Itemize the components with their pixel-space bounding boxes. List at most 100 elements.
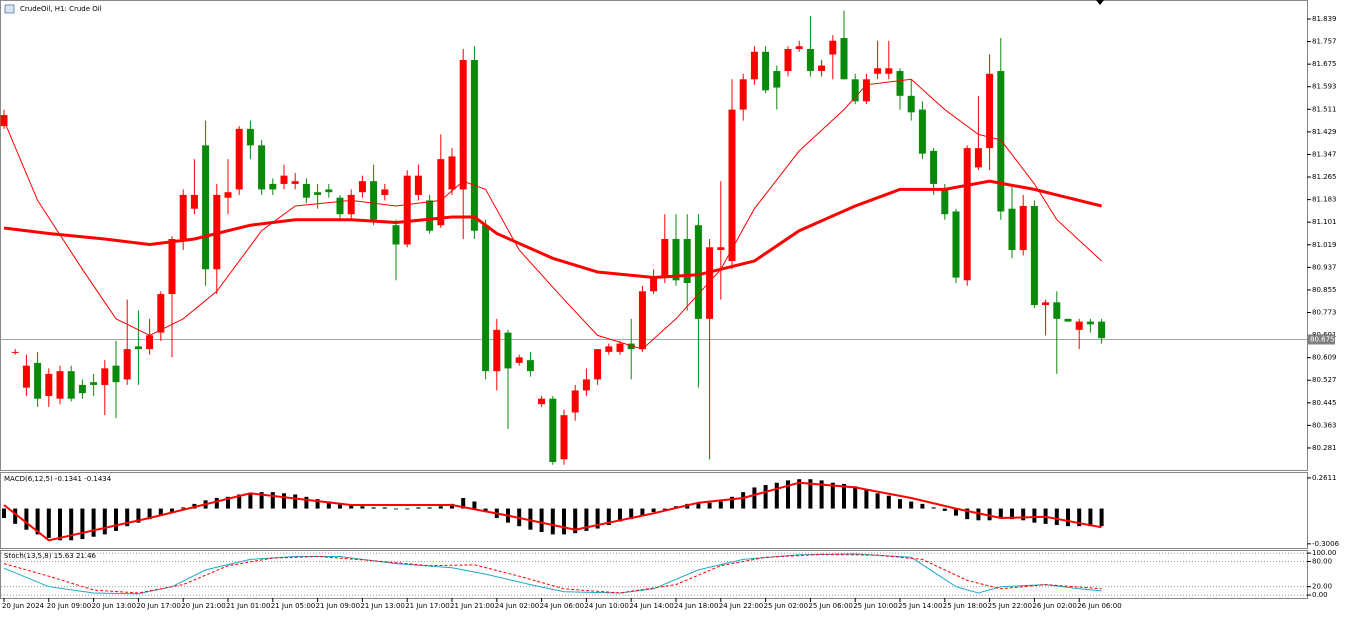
candle-body (11, 351, 19, 353)
macd-bar (2, 508, 6, 518)
candle-body (672, 238, 680, 281)
candle-body (907, 95, 915, 113)
candle-body (1086, 321, 1094, 325)
macd-bar (539, 508, 544, 533)
candle-body (683, 238, 691, 284)
candle-body (941, 189, 949, 215)
last-price-box (1307, 334, 1335, 345)
y-tick-label: 81.675 (1312, 60, 1337, 68)
macd-bar (573, 508, 578, 534)
candle-body (795, 46, 803, 50)
candle-body (235, 128, 243, 190)
macd-bar (550, 508, 555, 535)
x-tick-label: 21 Jun 09:00 (316, 602, 360, 610)
macd-bar (338, 503, 342, 509)
candle-body (448, 156, 456, 190)
macd-bar (1010, 508, 1014, 520)
candle-body (571, 390, 579, 413)
candle-body (280, 175, 288, 184)
x-tick-label: 25 Jun 02:00 (764, 602, 808, 610)
candle-body (381, 189, 389, 195)
macd-bar (730, 496, 734, 509)
macd-bar (954, 508, 958, 516)
macd-bar (662, 508, 667, 510)
macd-bar (405, 508, 410, 510)
candle-body (459, 60, 467, 190)
macd-bar (987, 508, 992, 521)
candle-body (762, 51, 770, 91)
macd-bar (427, 507, 432, 509)
macd-bar (786, 480, 790, 509)
x-tick-label: 20 Jun 13:00 (92, 602, 136, 610)
candle-body (437, 159, 445, 226)
y-tick-label: 81.839 (1312, 15, 1337, 23)
macd-bar (562, 508, 566, 535)
macd-bar (270, 492, 275, 509)
macd-bar (898, 499, 902, 509)
candle-body (314, 192, 322, 195)
macd-bar (696, 502, 701, 509)
x-tick-label: 21 Jun 17:00 (405, 602, 449, 610)
candle-body (538, 398, 546, 405)
line (3, 553, 1102, 595)
macd-bar (1077, 508, 1082, 527)
candle-body (426, 200, 434, 231)
candle-body (840, 37, 848, 80)
macd-bar (595, 508, 600, 529)
candle-body (123, 349, 131, 380)
candle-body (1008, 208, 1016, 251)
candle-body (0, 115, 8, 127)
y-tick-label: 80.773 (1312, 309, 1337, 317)
macd-bar (35, 508, 40, 535)
macd-bar (360, 506, 365, 509)
macd-bar (1054, 508, 1059, 525)
candle-body (739, 79, 747, 110)
candle-body (202, 145, 210, 270)
macd-bar (438, 506, 443, 509)
macd-bar (114, 508, 118, 531)
candle-body (784, 49, 792, 72)
macd-bar (752, 487, 757, 509)
candle-body (78, 384, 86, 394)
macd-bar (1032, 508, 1037, 523)
candle-body (370, 181, 378, 220)
macd-bar (472, 501, 477, 509)
macd-bar (718, 501, 723, 509)
candle-body (874, 68, 882, 74)
candle-body (179, 194, 187, 239)
macd-bar (226, 496, 230, 509)
candle-body (22, 365, 30, 388)
candle-body (157, 294, 165, 333)
y-tick-label: 80.363 (1312, 421, 1337, 429)
candle-body (470, 60, 478, 231)
macd-bar (80, 508, 85, 540)
candle-body (224, 192, 232, 198)
candle-body (90, 382, 98, 385)
y-tick-label: 81.511 (1312, 105, 1337, 113)
macd-bar (304, 496, 309, 509)
y-tick-label: 81.429 (1312, 128, 1337, 136)
macd-bar (315, 499, 320, 509)
y-tick-label: 20.00 (1312, 583, 1332, 591)
x-tick-label: 21 Jun 13:00 (360, 602, 404, 610)
line (3, 179, 1102, 280)
candle-body (168, 238, 176, 295)
y-tick-label: 81.019 (1312, 241, 1337, 249)
macd-bar (886, 495, 891, 509)
macd-bar (181, 507, 186, 509)
x-tick-label: 21 Jun 21:00 (450, 602, 494, 610)
x-tick-label: 24 Jun 18:00 (674, 602, 718, 610)
y-tick-label: 80.937 (1312, 263, 1337, 271)
candle-body (403, 175, 411, 245)
macd-bar (842, 483, 846, 509)
macd-bar (853, 486, 858, 509)
macd-bar (1066, 508, 1070, 527)
macd-bar (125, 508, 130, 527)
candle-body (549, 398, 557, 463)
y-tick-label: 80.609 (1312, 354, 1337, 362)
y-tick-label: 0.2611 (1312, 474, 1337, 482)
macd-bar (416, 507, 421, 509)
x-tick-label: 21 Jun 01:00 (226, 602, 270, 610)
macd-bar (651, 508, 656, 513)
